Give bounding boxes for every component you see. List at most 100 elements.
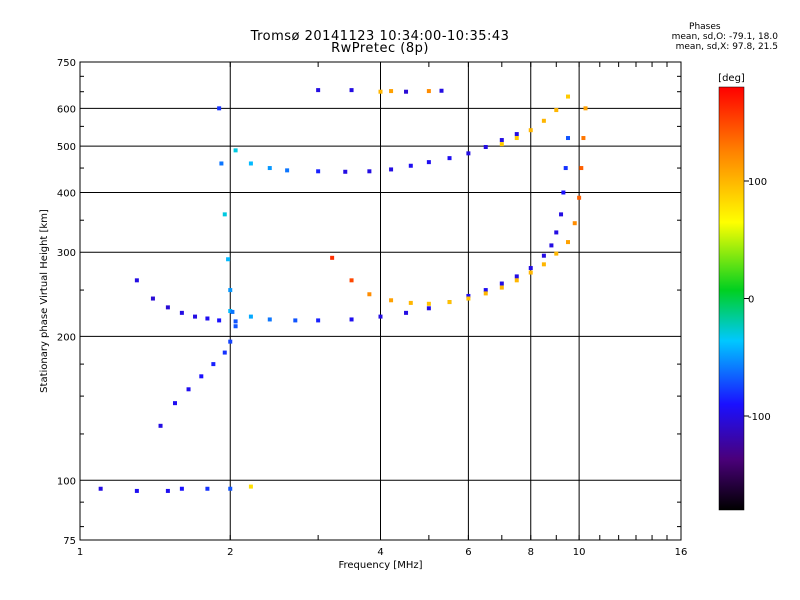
y-tick-label: 600 [57,104,76,115]
data-point [563,166,568,171]
data-point [426,89,431,94]
data-point [554,108,559,113]
data-point [165,305,170,310]
colorbar-label: [deg] [718,73,745,84]
x-tick-label: 4 [377,547,383,558]
data-point [572,221,577,226]
data-point [211,362,216,367]
y-tick-label: 100 [57,476,76,487]
data-point [581,136,586,141]
data-point [404,89,409,94]
data-point [330,255,335,260]
data-point [483,145,488,150]
data-point [466,151,471,156]
data-point [217,106,222,111]
data-point [541,262,546,267]
data-point [499,285,504,290]
data-point [426,160,431,165]
y-tick-label: 300 [57,248,76,259]
phase-stats-heading: Phases [689,22,721,32]
data-point [514,274,519,279]
data-point [447,156,452,161]
data-point [228,486,233,491]
data-point [349,88,354,93]
data-point [219,161,224,166]
data-point [408,163,413,168]
data-point [293,318,298,323]
data-point [217,318,222,323]
data-point [367,292,372,297]
data-point [248,161,253,166]
data-point [98,486,103,491]
data-point [205,316,210,321]
data-point [233,148,238,153]
data-point [549,243,554,248]
data-point [186,387,191,392]
data-point [230,309,235,314]
colorbar-tick-label: 100 [748,177,767,188]
data-point [228,339,233,344]
data-point [426,306,431,311]
y-tick-label: 400 [57,188,76,199]
data-point [150,296,155,301]
data-point [316,318,321,323]
data-point [528,128,533,133]
y-tick-label: 500 [57,142,76,153]
data-point [205,486,210,491]
data-point [378,89,383,94]
data-point [426,301,431,306]
data-point [378,314,383,319]
data-point [248,484,253,489]
data-point [528,270,533,275]
x-tick-label: 8 [528,547,534,558]
data-point [561,190,566,195]
data-point [134,278,139,283]
data-point [179,310,184,315]
data-point [577,195,582,200]
phase-stats-o: mean, sd,O: -79.1, 18.0 [671,32,778,42]
data-point [499,281,504,286]
data-point [316,169,321,174]
data-point [248,314,253,319]
data-point [349,317,354,322]
data-point [367,169,372,174]
data-point [228,288,233,293]
data-point [134,488,139,493]
y-tick-label: 200 [57,332,76,343]
data-point [528,266,533,271]
data-point [541,118,546,123]
chart-subtitle: RwPretec (8p) [331,41,429,56]
data-point [566,240,571,245]
data-point [583,106,588,111]
data-point [466,293,471,298]
data-point [499,142,504,147]
data-point [165,488,170,493]
data-point [233,324,238,329]
x-axis-label: Frequency [MHz] [338,560,422,571]
data-point [389,298,394,303]
data-point [566,94,571,99]
data-point [193,314,198,319]
data-point [316,88,321,93]
data-point [228,309,233,314]
x-tick-label: 1 [77,547,83,558]
data-point [404,310,409,315]
data-point [579,166,584,171]
y-tick-label: 75 [63,536,76,547]
colorbar [718,86,745,511]
y-tick-label: 750 [57,58,76,69]
x-tick-label: 2 [227,547,233,558]
colorbar-tick-label: -100 [748,412,771,423]
grid-layer [80,62,681,540]
colorbar-tick-label: 0 [748,295,754,306]
data-point [267,166,272,171]
data-point [389,89,394,94]
data-point [222,350,227,355]
data-point [285,168,290,173]
points-layer [98,88,588,493]
data-point [267,317,272,322]
y-axis-label: Stationary phase Virtual Height [km] [39,209,50,393]
x-tick-label: 6 [465,547,471,558]
data-point [179,486,184,491]
